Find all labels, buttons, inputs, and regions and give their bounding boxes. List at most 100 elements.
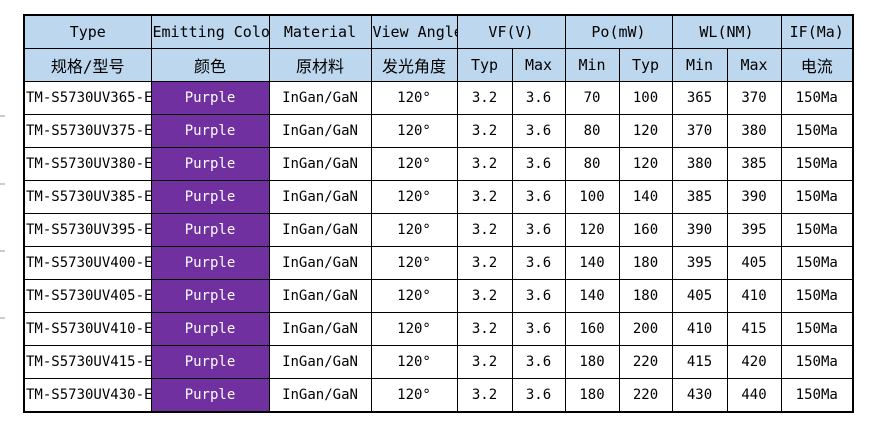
col-subheader-color-cn: 颜色	[150, 48, 270, 82]
if-current-cell: 150Ma	[780, 312, 854, 346]
if-current-cell: 150Ma	[780, 378, 854, 413]
view-angle-cell: 120°	[370, 345, 458, 379]
view-angle-cell: 120°	[370, 213, 458, 247]
if-current-cell: 150Ma	[780, 180, 854, 214]
po-min-cell: 140	[564, 246, 620, 280]
po-typ-cell: 180	[618, 246, 673, 280]
if-current-cell: 150Ma	[780, 246, 854, 280]
col-header-vf: VF(V)	[456, 14, 566, 49]
type-cell: TM-S5730UV415-E	[23, 345, 152, 379]
if-current-cell: 150Ma	[780, 345, 854, 379]
type-cell: TM-S5730UV400-E	[23, 246, 152, 280]
left-edge-tick	[0, 183, 5, 185]
spec-table-body: TM-S5730UV365-E Purple InGan/GaN 120° 3.2 3.6…	[23, 81, 854, 413]
table-row: TM-S5730UV375-E Purple InGan/GaN 120° 3.2 3.6…	[23, 114, 854, 148]
po-min-cell: 160	[564, 312, 620, 346]
type-cell: TM-S5730UV430-E	[23, 378, 152, 413]
col-subheader-vf-max: Max	[511, 48, 566, 82]
wl-min-cell: 370	[671, 114, 728, 148]
table-row: TM-S5730UV400-E Purple InGan/GaN 120° 3.2 3.6…	[23, 246, 854, 280]
wl-max-cell: 410	[726, 279, 782, 313]
wl-min-cell: 365	[671, 81, 728, 115]
vf-typ-cell: 3.2	[456, 180, 513, 214]
type-cell: TM-S5730UV375-E	[23, 114, 152, 148]
po-min-cell: 80	[564, 147, 620, 181]
po-typ-cell: 120	[618, 147, 673, 181]
wl-max-cell: 390	[726, 180, 782, 214]
left-edge-tick	[0, 115, 5, 117]
wl-min-cell: 385	[671, 180, 728, 214]
led-spec-table: Type Emitting Color Material View Angle …	[23, 14, 854, 413]
material-cell: InGan/GaN	[268, 213, 372, 247]
wl-min-cell: 395	[671, 246, 728, 280]
table-row: TM-S5730UV385-E Purple InGan/GaN 120° 3.2 3.6…	[23, 180, 854, 214]
po-typ-cell: 160	[618, 213, 673, 247]
vf-max-cell: 3.6	[511, 180, 566, 214]
emitting-color-cell: Purple	[150, 213, 270, 247]
vf-typ-cell: 3.2	[456, 378, 513, 413]
led-spec-table-container: Type Emitting Color Material View Angle …	[23, 14, 854, 413]
col-subheader-wl-max: Max	[726, 48, 782, 82]
col-header-if: IF(Ma)	[780, 14, 854, 49]
emitting-color-cell: Purple	[150, 180, 270, 214]
po-min-cell: 120	[564, 213, 620, 247]
col-header-po: Po(mW)	[564, 14, 673, 49]
type-cell: TM-S5730UV395-E	[23, 213, 152, 247]
col-subheader-po-min: Min	[564, 48, 620, 82]
po-typ-cell: 220	[618, 345, 673, 379]
vf-typ-cell: 3.2	[456, 312, 513, 346]
spec-table-header: Type Emitting Color Material View Angle …	[23, 14, 854, 82]
material-cell: InGan/GaN	[268, 180, 372, 214]
material-cell: InGan/GaN	[268, 246, 372, 280]
view-angle-cell: 120°	[370, 312, 458, 346]
view-angle-cell: 120°	[370, 147, 458, 181]
wl-max-cell: 385	[726, 147, 782, 181]
emitting-color-cell: Purple	[150, 114, 270, 148]
col-subheader-po-typ: Typ	[618, 48, 673, 82]
vf-max-cell: 3.6	[511, 312, 566, 346]
vf-typ-cell: 3.2	[456, 345, 513, 379]
wl-min-cell: 380	[671, 147, 728, 181]
col-header-emitting-color: Emitting Color	[150, 14, 270, 49]
if-current-cell: 150Ma	[780, 279, 854, 313]
wl-max-cell: 415	[726, 312, 782, 346]
table-row: TM-S5730UV405-E Purple InGan/GaN 120° 3.2 3.6…	[23, 279, 854, 313]
if-current-cell: 150Ma	[780, 147, 854, 181]
emitting-color-cell: Purple	[150, 81, 270, 115]
col-header-view-angle: View Angle	[370, 14, 458, 49]
view-angle-cell: 120°	[370, 114, 458, 148]
type-cell: TM-S5730UV380-E	[23, 147, 152, 181]
po-min-cell: 70	[564, 81, 620, 115]
po-typ-cell: 180	[618, 279, 673, 313]
col-subheader-vf-typ: Typ	[456, 48, 513, 82]
po-typ-cell: 120	[618, 114, 673, 148]
wl-min-cell: 430	[671, 378, 728, 413]
vf-typ-cell: 3.2	[456, 81, 513, 115]
vf-typ-cell: 3.2	[456, 279, 513, 313]
wl-min-cell: 390	[671, 213, 728, 247]
material-cell: InGan/GaN	[268, 345, 372, 379]
emitting-color-cell: Purple	[150, 279, 270, 313]
vf-typ-cell: 3.2	[456, 147, 513, 181]
wl-max-cell: 420	[726, 345, 782, 379]
header-row-cn: 规格/型号 颜色 原材料 发光角度 Typ Max Min Typ Min Ma…	[23, 48, 854, 82]
col-subheader-current-cn: 电流	[780, 48, 854, 82]
table-row: TM-S5730UV365-E Purple InGan/GaN 120° 3.2 3.6…	[23, 81, 854, 115]
po-typ-cell: 200	[618, 312, 673, 346]
wl-max-cell: 405	[726, 246, 782, 280]
view-angle-cell: 120°	[370, 246, 458, 280]
po-typ-cell: 100	[618, 81, 673, 115]
material-cell: InGan/GaN	[268, 378, 372, 413]
if-current-cell: 150Ma	[780, 81, 854, 115]
wl-max-cell: 380	[726, 114, 782, 148]
wl-max-cell: 440	[726, 378, 782, 413]
emitting-color-cell: Purple	[150, 246, 270, 280]
material-cell: InGan/GaN	[268, 147, 372, 181]
table-row: TM-S5730UV410-E Purple InGan/GaN 120° 3.2 3.6…	[23, 312, 854, 346]
vf-max-cell: 3.6	[511, 147, 566, 181]
col-subheader-material-cn: 原材料	[268, 48, 372, 82]
col-subheader-type-cn: 规格/型号	[23, 48, 152, 82]
left-edge-tick	[0, 317, 5, 319]
vf-max-cell: 3.6	[511, 213, 566, 247]
wl-max-cell: 370	[726, 81, 782, 115]
